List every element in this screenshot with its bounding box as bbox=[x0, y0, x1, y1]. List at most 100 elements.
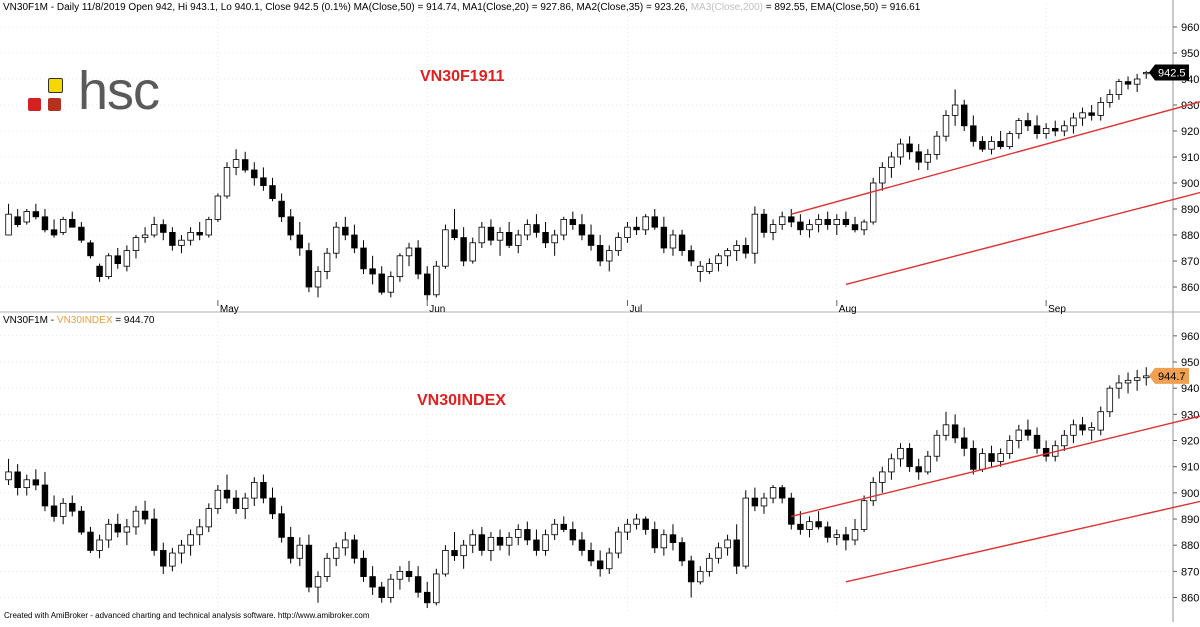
top-candle-body bbox=[624, 226, 631, 238]
top-candle-body bbox=[1024, 120, 1032, 127]
bottom-candle-body bbox=[542, 534, 549, 551]
bottom-candle-body bbox=[78, 510, 85, 533]
top-candle-body bbox=[433, 265, 440, 296]
top-candle-body bbox=[542, 231, 549, 244]
bottom-candle-body bbox=[906, 447, 913, 468]
top-candle-body bbox=[933, 135, 941, 155]
bottom-candle-body bbox=[59, 502, 67, 517]
bottom-candle-body bbox=[1015, 429, 1023, 441]
bottom-y-tick-label: 940 bbox=[1181, 383, 1199, 395]
bottom-candle-body bbox=[742, 497, 749, 567]
bottom-candle-body bbox=[788, 497, 795, 525]
top-candle-body bbox=[869, 182, 877, 223]
top-candle-body bbox=[833, 218, 841, 225]
top-symbol: VN30F1M bbox=[3, 2, 49, 13]
top-candle-body bbox=[1106, 94, 1114, 103]
bottom-candle-body bbox=[32, 479, 40, 486]
bottom-candle-body bbox=[724, 539, 731, 549]
bottom-candle-body bbox=[587, 550, 595, 562]
bottom-candle-body bbox=[997, 453, 1004, 462]
top-y-tick-label: 860 bbox=[1181, 282, 1199, 294]
top-candle-body bbox=[378, 273, 385, 293]
bottom-candle-body bbox=[797, 523, 804, 530]
bottom-last-price-label: 944.7 bbox=[1158, 371, 1186, 383]
top-candle-body bbox=[942, 115, 950, 137]
top-candle-body bbox=[405, 247, 413, 257]
top-candle-body bbox=[269, 185, 276, 200]
top-candle-body bbox=[59, 218, 67, 233]
top-candle-body bbox=[1006, 133, 1013, 148]
bottom-candle-body bbox=[323, 557, 331, 577]
bottom-candle-body bbox=[433, 573, 440, 604]
top-y-tick-label: 950 bbox=[1181, 48, 1199, 60]
bottom-candle-body bbox=[424, 591, 431, 604]
bottom-candle-body bbox=[678, 542, 686, 562]
bottom-candle-body bbox=[778, 487, 786, 499]
bottom-candle-body bbox=[687, 560, 695, 583]
bottom-candle-body bbox=[760, 497, 768, 507]
top-candle-body bbox=[1070, 117, 1077, 127]
bottom-candle-body bbox=[833, 534, 841, 538]
bottom-candle-body bbox=[387, 578, 395, 598]
x-tick-label: Jun bbox=[429, 304, 445, 315]
top-candle-body bbox=[888, 156, 895, 168]
bottom-candle-body bbox=[160, 550, 167, 567]
bottom-y-tick-label: 920 bbox=[1181, 436, 1199, 448]
x-tick-label: Aug bbox=[839, 304, 857, 315]
bottom-candle-body bbox=[69, 502, 76, 512]
top-candle-body bbox=[214, 195, 222, 220]
top-candle-body bbox=[69, 218, 76, 228]
bottom-last-price-marker bbox=[1149, 367, 1189, 384]
bottom-candle-body bbox=[442, 550, 449, 575]
bottom-candle-body bbox=[378, 586, 385, 598]
bottom-candle-body bbox=[223, 489, 231, 499]
bottom-candle-body bbox=[196, 526, 203, 536]
bottom-candle-body bbox=[414, 576, 422, 593]
bottom-candle-body bbox=[260, 481, 267, 499]
top-candle-body bbox=[906, 143, 913, 153]
bottom-candle-body bbox=[660, 534, 668, 549]
top-candle-body bbox=[41, 216, 49, 231]
top-candle-body bbox=[524, 224, 531, 236]
bottom-candle-body bbox=[123, 526, 131, 533]
top-candle-body bbox=[469, 242, 476, 262]
bottom-candle-body bbox=[5, 471, 12, 481]
top-candle-body bbox=[924, 153, 932, 163]
top-candle-body bbox=[515, 234, 522, 246]
bottom-candle-body bbox=[1079, 424, 1086, 431]
top-candle-body bbox=[150, 224, 158, 236]
top-candle-body bbox=[769, 224, 777, 233]
top-candle-body bbox=[50, 229, 58, 236]
top-y-tick-label: 920 bbox=[1181, 126, 1199, 138]
top-last-price-marker bbox=[1149, 64, 1189, 81]
bottom-candle-body bbox=[842, 534, 850, 541]
top-candle-body bbox=[323, 252, 331, 272]
bottom-candle-body bbox=[633, 518, 640, 525]
top-candle-body bbox=[342, 226, 349, 236]
bottom-pane-header: VN30F1M - VN30INDEX = 944.70 bbox=[3, 315, 154, 326]
top-candle-body bbox=[897, 143, 904, 158]
top-candle-body bbox=[478, 226, 486, 244]
top-candle-body bbox=[1088, 112, 1095, 116]
bottom-candle-body bbox=[451, 550, 458, 557]
top-candle-body bbox=[1079, 112, 1086, 119]
bottom-candle-body bbox=[14, 471, 21, 489]
x-tick-label: Sep bbox=[1048, 304, 1066, 315]
bottom-candle-body bbox=[369, 576, 376, 588]
bottom-symbol: VN30F1M bbox=[3, 315, 49, 326]
top-candle-body bbox=[651, 216, 658, 228]
top-candle-body bbox=[460, 237, 467, 262]
bottom-candle-body bbox=[888, 458, 895, 473]
top-candle-body bbox=[778, 216, 786, 226]
bottom-candle-body bbox=[205, 508, 213, 528]
bottom-candle-body bbox=[41, 484, 49, 507]
bottom-candle-body bbox=[1006, 440, 1013, 455]
top-candle-body bbox=[32, 211, 40, 218]
bottom-y-tick-label: 960 bbox=[1181, 331, 1199, 343]
top-stats: - Daily 11/8/2019 Open 942, Hi 943.1, Lo… bbox=[48, 2, 691, 13]
top-candle-body bbox=[251, 169, 258, 179]
logo-square-red bbox=[28, 98, 41, 111]
top-channel-line-lower bbox=[845, 191, 1200, 286]
